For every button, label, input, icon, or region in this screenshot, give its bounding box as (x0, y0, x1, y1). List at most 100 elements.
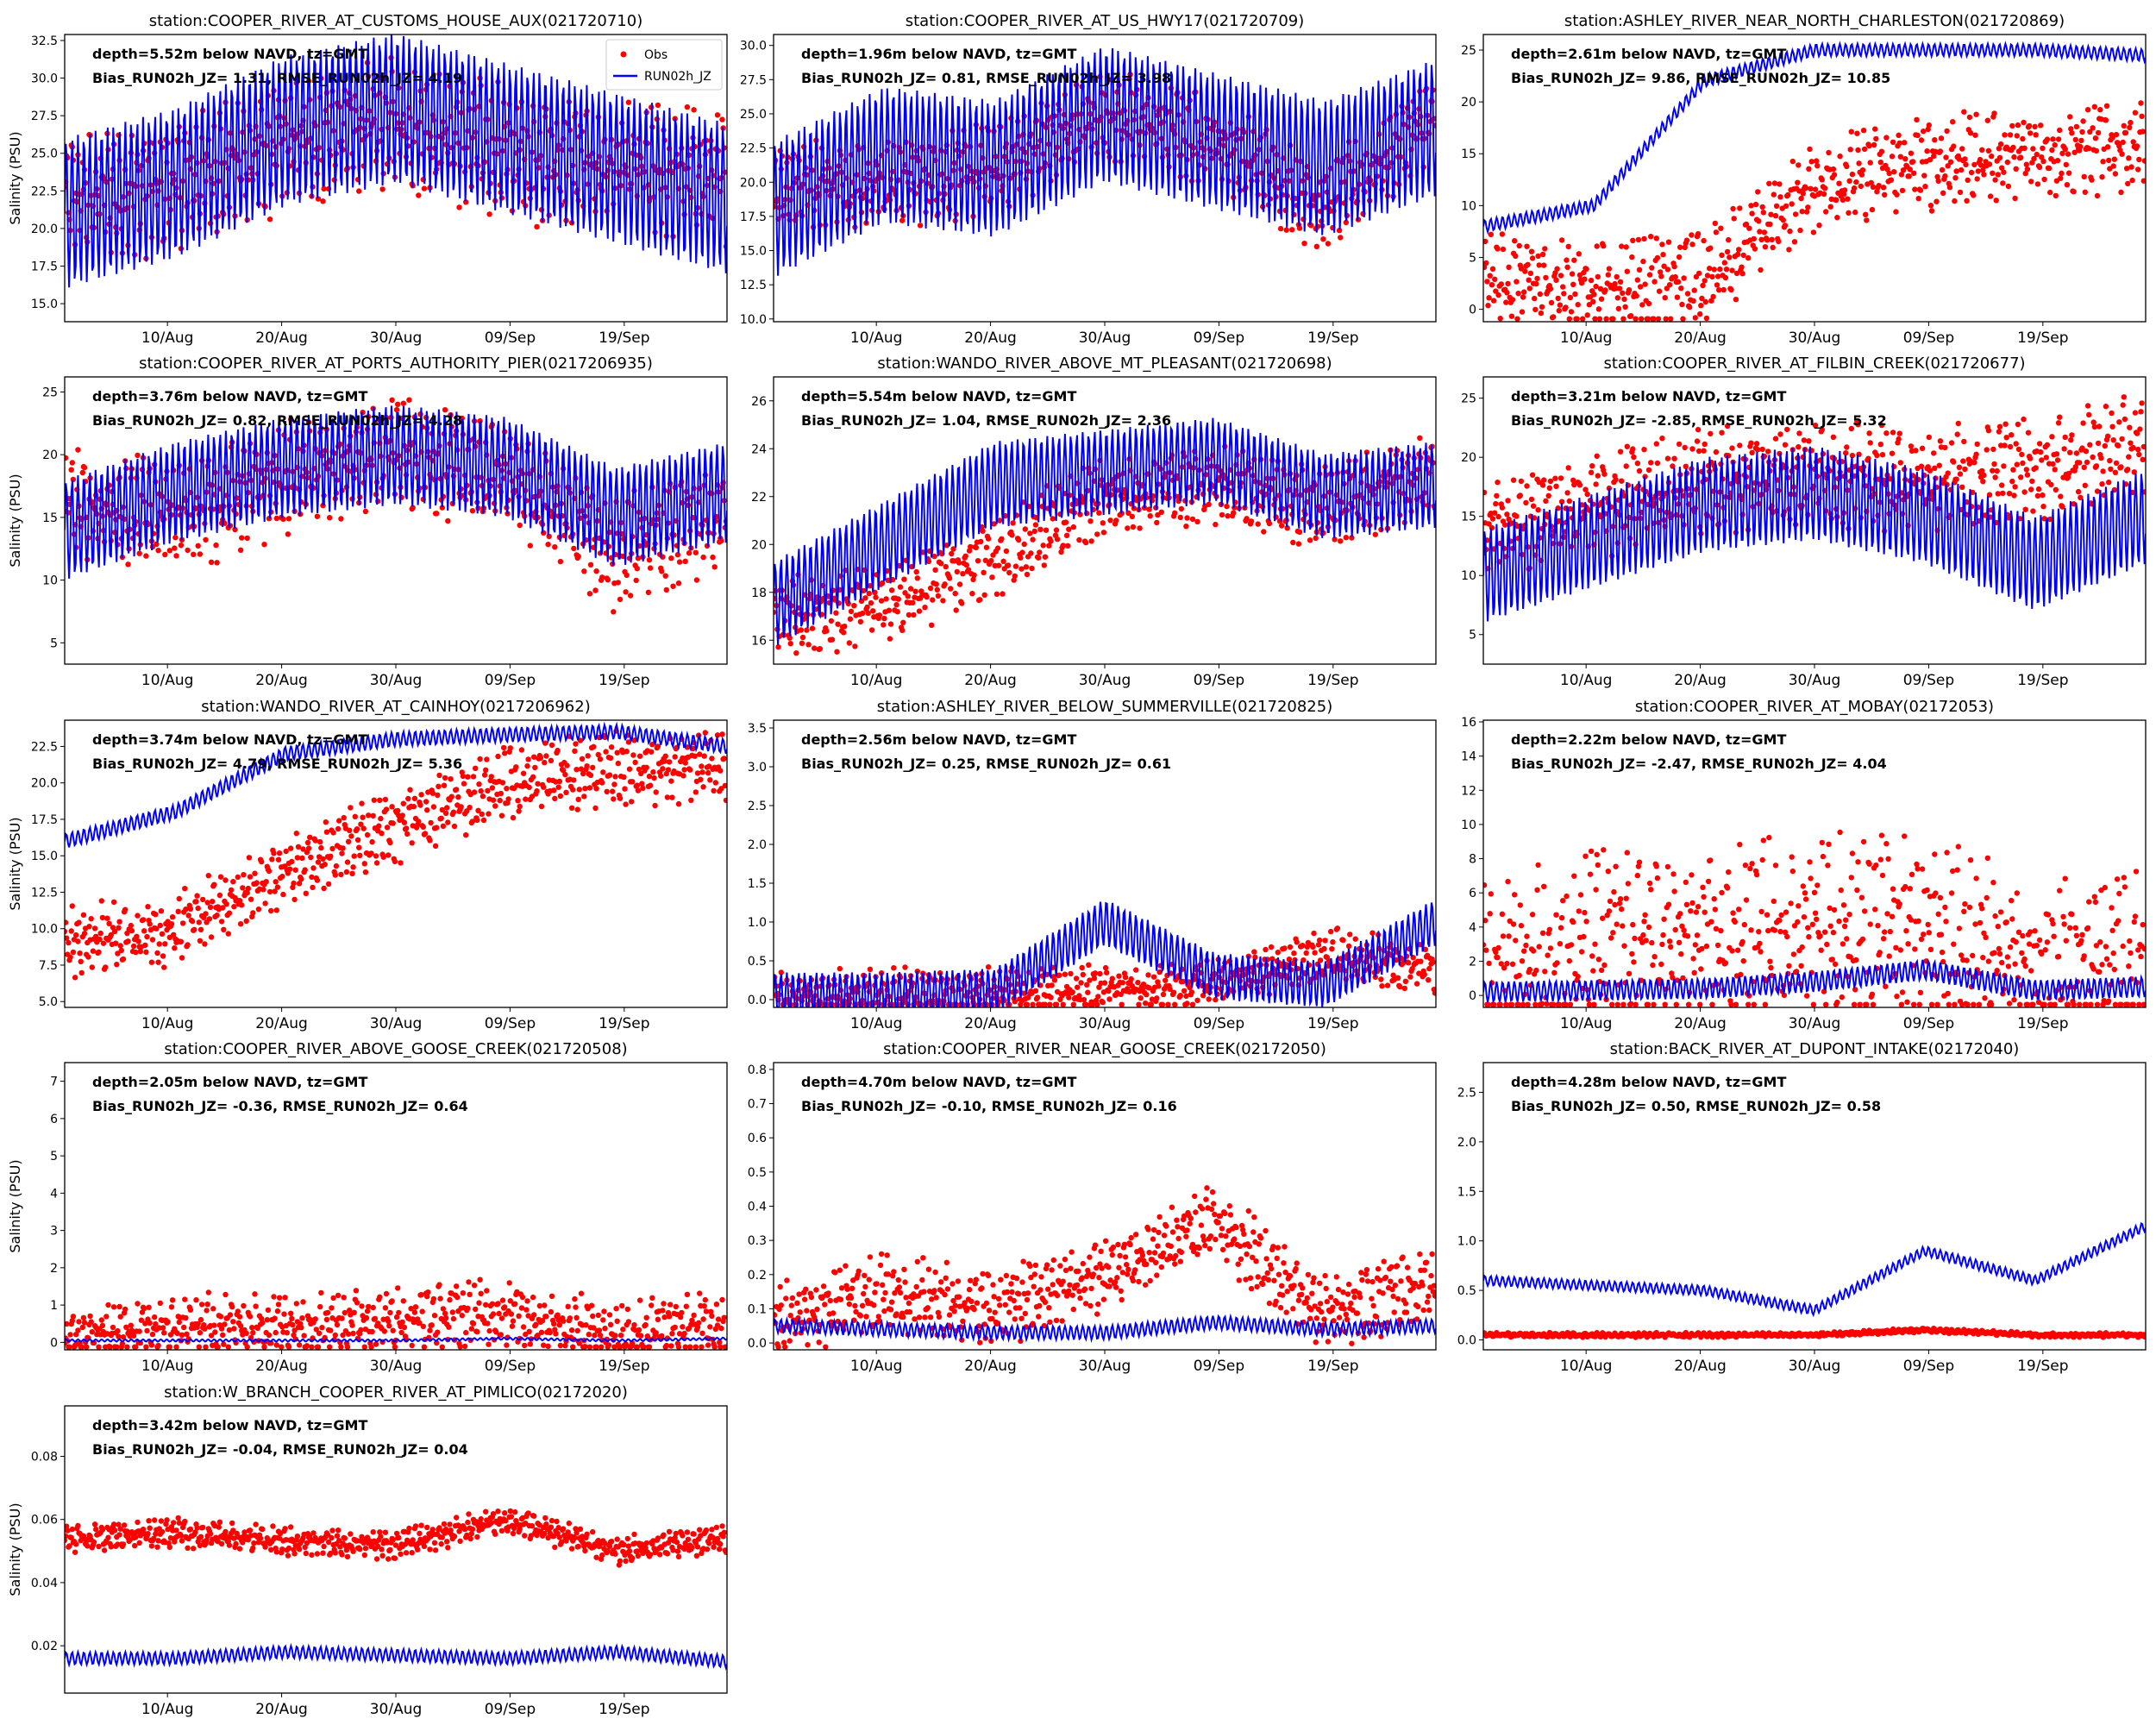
obs-point (865, 610, 871, 617)
obs-point (538, 803, 545, 810)
obs-point (1063, 532, 1070, 538)
obs-point (1984, 447, 1990, 453)
obs-point (1764, 237, 1771, 243)
obs-point (626, 766, 633, 772)
obs-point (460, 773, 467, 780)
obs-point (1630, 446, 1636, 452)
obs-point (1525, 261, 1531, 267)
obs-point (444, 805, 450, 811)
obs-point (1846, 178, 1852, 184)
obs-point (2068, 126, 2074, 132)
obs-point (1349, 535, 1355, 541)
obs-point (280, 891, 286, 898)
obs-point (2078, 494, 2084, 501)
obs-point (580, 770, 586, 777)
obs-point (390, 820, 396, 826)
obs-point (1266, 520, 1273, 527)
obs-point (486, 811, 492, 817)
obs-point (2071, 501, 2077, 507)
obs-point (1532, 295, 1538, 302)
obs-point (2040, 158, 2046, 165)
obs-point (1671, 263, 1677, 270)
obs-point (2086, 411, 2092, 418)
obs-point (647, 565, 654, 571)
obs-point (348, 833, 354, 839)
obs-point (1752, 246, 1758, 252)
obs-point (187, 906, 194, 913)
obs-point (2106, 157, 2112, 164)
obs-point (548, 757, 555, 763)
obs-point (693, 549, 699, 555)
obs-point (1548, 299, 1555, 306)
obs-point (2119, 436, 2125, 442)
obs-point (1709, 273, 1715, 280)
obs-point (1812, 423, 1819, 429)
obs-point (1651, 279, 1658, 285)
obs-point (2049, 434, 2055, 440)
obs-series (774, 435, 1436, 656)
obs-point (1716, 287, 1722, 293)
obs-point (1301, 241, 1307, 247)
obs-point (625, 739, 632, 745)
obs-point (1088, 538, 1094, 544)
obs-point (373, 853, 379, 859)
obs-point (931, 553, 937, 560)
obs-point (1046, 543, 1052, 549)
obs-point (116, 919, 122, 925)
obs-point (65, 928, 68, 935)
obs-point (1802, 185, 1809, 191)
obs-point (1926, 122, 1932, 129)
obs-point (1995, 172, 2001, 178)
obs-point (475, 807, 481, 813)
obs-point (1896, 430, 1902, 436)
obs-point (2130, 444, 2136, 451)
obs-point (1596, 316, 1603, 322)
obs-point (864, 604, 870, 611)
obs-point (1746, 225, 1752, 231)
obs-point (1689, 232, 1695, 238)
obs-point (479, 794, 486, 800)
obs-point (2082, 482, 2088, 488)
obs-point (793, 650, 799, 656)
obs-point (1755, 447, 1761, 453)
obs-point (158, 908, 165, 914)
obs-point (315, 859, 322, 865)
obs-point (1783, 203, 1789, 210)
obs-point (240, 885, 246, 891)
obs-point (1641, 235, 1647, 242)
obs-point (231, 904, 237, 910)
obs-point (440, 823, 447, 829)
obs-point (2093, 463, 2100, 469)
obs-point (1773, 203, 1780, 210)
obs-point (799, 634, 806, 641)
obs-point (910, 599, 916, 605)
obs-point (983, 544, 990, 550)
obs-point (612, 774, 618, 780)
obs-point (916, 608, 923, 614)
obs-point (1830, 434, 1837, 440)
obs-point (1244, 516, 1250, 522)
obs-point (684, 104, 691, 110)
obs-point (1609, 553, 1615, 559)
obs-point (829, 637, 836, 643)
obs-point (237, 547, 244, 553)
obs-point (230, 879, 236, 885)
y-tick-label: 24 (751, 442, 767, 456)
obs-point (173, 553, 179, 559)
obs-point (272, 888, 278, 894)
obs-point (1553, 277, 1559, 283)
y-tick-label: 12.5 (740, 279, 767, 292)
obs-point (72, 975, 78, 981)
obs-point (1792, 211, 1799, 217)
obs-point (318, 844, 324, 851)
obs-point (149, 937, 156, 943)
obs-point (1907, 166, 1913, 172)
obs-point (1313, 535, 1319, 542)
obs-point (993, 591, 1000, 597)
x-tick-label: 20/Aug (1674, 329, 1727, 347)
obs-point (515, 798, 521, 804)
x-tick-label: 20/Aug (255, 329, 308, 347)
obs-point (2067, 449, 2073, 455)
obs-point (459, 415, 465, 422)
obs-point (65, 455, 69, 461)
